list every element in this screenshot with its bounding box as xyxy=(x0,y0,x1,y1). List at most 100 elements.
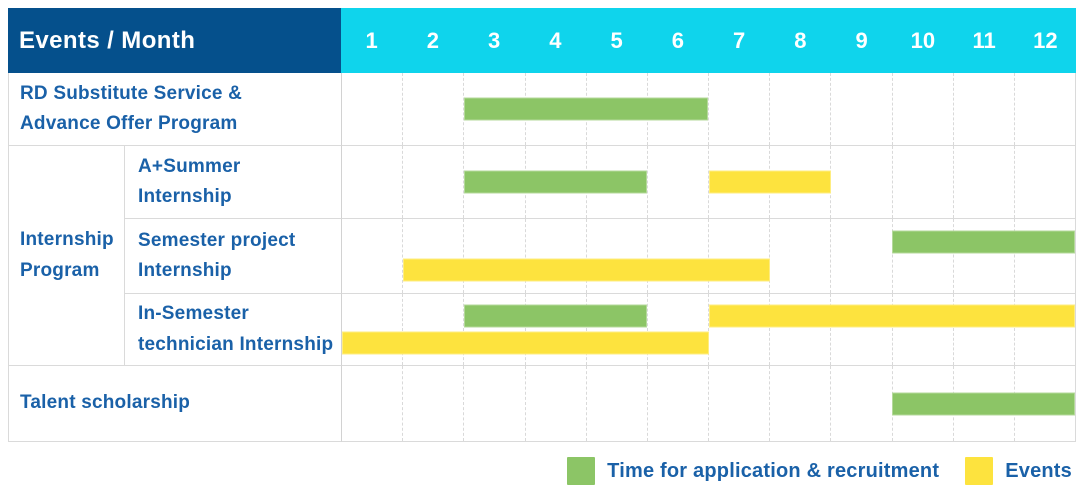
month-gridline-cell xyxy=(587,294,648,365)
month-gridline-cell xyxy=(709,366,771,441)
month-gridline-cell xyxy=(648,219,710,293)
row-label-in-semester-technician: In-Semester technician Internship xyxy=(124,294,341,366)
month-gridline-cell xyxy=(648,73,710,145)
month-header-8: 8 xyxy=(794,27,807,53)
row-label-a-plus-summer: A+Summer Internship xyxy=(124,146,341,219)
event-bar xyxy=(708,170,831,194)
month-gridline-cell xyxy=(954,219,1015,293)
month-gridline-cell xyxy=(709,219,771,293)
month-gridline-cell xyxy=(342,146,404,218)
month-header-3: 3 xyxy=(488,27,501,53)
application-bar xyxy=(464,97,709,121)
month-header-5: 5 xyxy=(610,27,623,53)
legend-label: Time for application & recruitment xyxy=(607,459,940,482)
month-header-4: 4 xyxy=(549,27,562,53)
month-gridline-cell xyxy=(587,366,648,441)
month-gridline-cell xyxy=(954,294,1015,365)
table-header-cell: Events / Month xyxy=(8,8,341,73)
group-label-line: Program xyxy=(20,259,100,281)
month-gridline-cell xyxy=(831,73,893,145)
chart-row-a-plus-summer xyxy=(341,146,1076,219)
event-bar xyxy=(342,331,709,355)
legend-item-events: Events xyxy=(965,457,1072,485)
month-gridline-cell xyxy=(1015,146,1075,218)
row-label-line: Semester project xyxy=(138,229,296,251)
month-header-2: 2 xyxy=(426,27,439,53)
row-label-talent-scholarship: Talent scholarship xyxy=(8,366,341,442)
month-header-9: 9 xyxy=(855,27,868,53)
month-gridline-cell xyxy=(954,146,1015,218)
month-gridline-cell xyxy=(770,219,832,293)
application-swatch-icon xyxy=(567,457,596,485)
table-title: Events / Month xyxy=(19,26,196,54)
group-label-line: Internship xyxy=(20,229,114,251)
month-gridline-cell xyxy=(403,219,465,293)
event-bar xyxy=(708,304,1075,328)
application-bar xyxy=(464,170,648,194)
month-gridline-cell xyxy=(403,366,465,441)
month-gridline-cell xyxy=(770,294,832,365)
group-label-internship-program: Internship Program xyxy=(8,146,124,366)
events-swatch-icon xyxy=(965,457,994,485)
row-label-line: In-Semester xyxy=(138,303,249,325)
application-bar xyxy=(464,304,648,328)
month-gridline-cell xyxy=(709,294,771,365)
row-label-line: technician Internship xyxy=(138,333,334,355)
month-gridline-cell xyxy=(342,294,404,365)
month-gridline-cell xyxy=(831,294,893,365)
row-label-line: Internship xyxy=(138,186,232,207)
month-gridline-cell xyxy=(648,294,710,365)
month-gridline-cell xyxy=(954,73,1015,145)
month-gridline-cell xyxy=(342,366,404,441)
month-gridline-cell xyxy=(342,73,404,145)
month-gridline-cell xyxy=(342,219,404,293)
month-gridline-cell xyxy=(464,294,526,365)
month-gridline-cell xyxy=(526,294,587,365)
month-header-11: 11 xyxy=(972,27,996,53)
month-gridline-cell xyxy=(770,73,832,145)
month-gridline-cell xyxy=(770,146,832,218)
month-gridline-cell xyxy=(403,294,465,365)
chart-row-in-semester-technician xyxy=(341,294,1076,366)
month-gridline-cell xyxy=(770,366,832,441)
month-header-12: 12 xyxy=(1033,27,1058,53)
month-header-1: 1 xyxy=(365,27,378,53)
month-gridline-cell xyxy=(893,73,954,145)
legend-item-application: Time for application & recruitment xyxy=(567,457,939,485)
row-label-line: Internship xyxy=(138,260,232,281)
month-gridline-cell xyxy=(1015,73,1075,145)
event-bar xyxy=(403,258,770,282)
row-label-rd-substitute: RD Substitute Service & Advance Offer Pr… xyxy=(8,73,341,146)
month-gridline-cell xyxy=(893,219,954,293)
month-gridline-cell xyxy=(403,146,465,218)
month-gridline-cell xyxy=(464,366,526,441)
legend: Time for application & recruitment Event… xyxy=(567,457,1072,485)
legend-label: Events xyxy=(1005,459,1072,482)
chart-row-rd-substitute xyxy=(341,73,1076,146)
month-gridline-cell xyxy=(403,73,465,145)
application-bar xyxy=(891,230,1075,254)
month-gridline-cell xyxy=(526,366,587,441)
month-gridline-cell xyxy=(587,219,648,293)
row-label-line: Talent scholarship xyxy=(20,392,191,414)
month-gridline-cell xyxy=(893,146,954,218)
month-header-7: 7 xyxy=(733,27,746,53)
month-gridline-cell xyxy=(648,146,710,218)
month-gridline-cell xyxy=(831,219,893,293)
month-gridline-cell xyxy=(648,366,710,441)
month-header-6: 6 xyxy=(671,27,684,53)
row-label-semester-project: Semester project Internship xyxy=(124,219,341,294)
month-header-10: 10 xyxy=(910,27,936,53)
month-gridline-cell xyxy=(831,146,893,218)
events-month-table: Events / Month 1 2 3 4 5 6 7 8 9 10 11 12 RD Substi… xyxy=(8,8,1076,442)
month-gridline-cell xyxy=(464,219,526,293)
month-gridline-cell xyxy=(893,294,954,365)
month-gridline-cell xyxy=(831,366,893,441)
chart-row-talent-scholarship xyxy=(341,366,1076,442)
application-bar xyxy=(891,392,1075,415)
month-header-row: 1 2 3 4 5 6 7 8 9 10 11 12 xyxy=(341,8,1076,73)
row-label-line: RD Substitute Service & xyxy=(20,82,243,104)
month-gridline-cell xyxy=(526,219,587,293)
month-gridline-cell xyxy=(709,73,771,145)
